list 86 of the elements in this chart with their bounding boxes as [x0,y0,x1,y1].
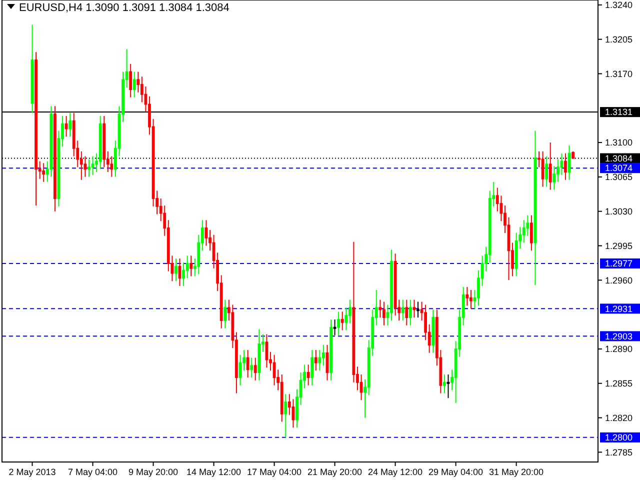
candlestick [34,52,38,206]
ref-line-label: 1.2903 [605,331,633,342]
candlestick [382,301,386,326]
candlestick [432,309,435,354]
candlestick [98,115,102,170]
candlestick [412,299,416,318]
candlestick [272,354,276,386]
x-tick-label: 2 May 2013 [8,467,56,478]
candlestick [284,394,288,438]
candlestick [42,162,46,182]
ref-line-label: 1.3131 [605,107,633,118]
candlestick [310,349,314,386]
y-tick-label: 1.3100 [605,138,633,148]
candlestick [306,364,310,386]
candlestick [84,156,87,178]
ref-line-label: 1.3084 [605,153,633,164]
candlestick [174,258,178,282]
candlestick [564,152,567,180]
candlestick [250,357,254,378]
candlestick [178,258,182,287]
candlestick [254,357,257,381]
x-tick-label: 29 May 04:00 [428,467,484,478]
candlestick [258,328,261,381]
candlestick [333,318,336,336]
candlestick [265,334,268,368]
y-tick-label: 1.2785 [605,447,633,458]
candlestick [408,299,412,326]
ref-line-label: 1.2800 [605,432,633,443]
candlestick [238,354,242,386]
candlestick [340,311,344,331]
candlestick [330,318,332,381]
candlestick [129,63,132,98]
ref-line-label: 1.2977 [605,258,633,269]
candlestick [314,349,318,372]
candlestick [443,374,446,394]
candlestick [190,255,193,277]
candlestick [102,115,106,168]
y-tick-label: 1.3205 [605,34,633,44]
x-tick-label: 7 May 04:00 [68,467,118,478]
candlestick [394,253,397,316]
x-tick-label: 14 May 12:00 [186,467,242,478]
candlestick [572,150,574,159]
candlestick [326,344,329,381]
candlestick [466,286,469,306]
candlestick [530,214,533,252]
y-tick-label: 1.3240 [605,0,633,10]
candlestick [548,142,552,190]
y-tick-label: 1.3030 [605,206,633,216]
ref-line-label: 1.2931 [605,304,633,314]
candlestick [246,349,250,378]
y-tick-label: 1.2890 [605,344,633,354]
x-tick-label: 21 May 20:00 [308,467,362,478]
candlestick [132,71,136,98]
candlestick [54,106,56,212]
candlestick [469,289,472,310]
candlestick [534,130,537,286]
x-tick-label: 24 May 12:00 [368,467,423,478]
y-tick-label: 1.2995 [605,240,633,251]
candlestick [68,112,72,138]
candlestick [568,144,571,180]
candlestick [30,24,34,114]
candlestick [204,220,208,246]
candlestick [91,156,94,176]
x-tick-label: 17 May 04:00 [247,467,302,478]
y-tick-label: 1.2855 [605,378,633,389]
y-tick-label: 1.3065 [605,172,633,182]
candlestick [541,150,544,188]
candlestick [416,301,420,318]
candlestick [88,158,90,178]
y-tick-label: 1.2960 [605,275,633,286]
candlestick [224,299,227,329]
x-tick-label: 9 May 20:00 [128,467,178,478]
candlestick [545,156,548,188]
y-tick-label: 1.2820 [605,412,633,423]
ref-line-label: 1.3074 [605,163,633,174]
x-tick-label: 31 May 20:00 [489,467,544,478]
candlestick [405,299,408,326]
y-tick-label: 1.3170 [605,68,633,79]
candlestick [337,311,340,336]
candlestick [64,115,68,138]
candlestick [446,374,450,399]
candlestick [322,344,325,366]
candlestick [110,156,114,178]
chart-title: EURUSD,H4 1.3090 1.3091 1.3084 1.3084 [19,2,230,14]
candlestick [318,349,322,372]
candlestick [401,299,404,321]
